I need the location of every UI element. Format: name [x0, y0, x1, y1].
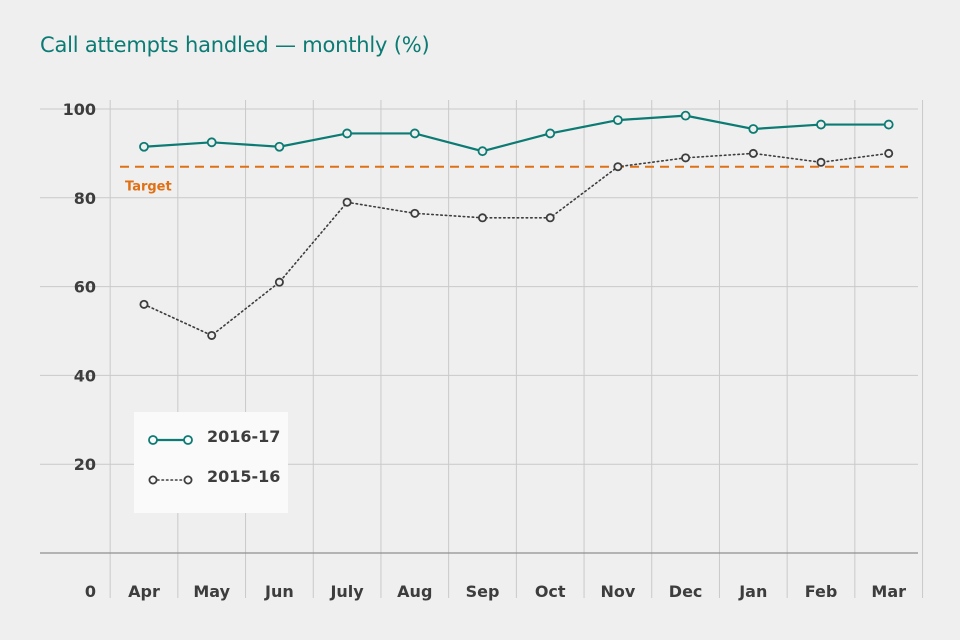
series-group	[139, 110, 894, 340]
data-point	[883, 119, 894, 130]
legend-label: 2016-17	[207, 427, 280, 446]
data-point	[342, 128, 353, 139]
data-point	[545, 213, 555, 223]
data-point	[477, 146, 488, 157]
data-point	[477, 213, 487, 223]
target-line-group: Target	[120, 165, 908, 195]
x-tick-label: Nov	[600, 582, 635, 601]
data-point	[816, 157, 826, 167]
legend-marker	[148, 435, 158, 445]
series-line	[142, 114, 890, 153]
grid	[40, 100, 924, 598]
x-tick-label: Mar	[871, 582, 906, 601]
data-point	[613, 162, 623, 172]
data-point	[613, 115, 623, 125]
x-tick-label: Dec	[669, 582, 703, 601]
data-point	[342, 197, 352, 207]
target-label: Target	[125, 180, 172, 195]
data-point	[139, 141, 149, 152]
legend: 2016-17 2015-16	[134, 412, 288, 513]
y-tick-label: 60	[74, 278, 96, 297]
x-tick-label: May	[193, 582, 230, 601]
legend-marker	[183, 435, 193, 445]
data-point	[139, 299, 149, 309]
data-point	[410, 208, 420, 218]
y-tick-label: 0	[85, 582, 96, 601]
data-point	[816, 119, 826, 130]
x-tick-label: Jun	[264, 582, 294, 601]
data-point	[206, 137, 217, 148]
x-tick-label: Feb	[805, 582, 838, 601]
data-point	[274, 277, 284, 287]
chart-title: Call attempts handled — monthly (%)	[40, 33, 430, 57]
axes: 0 20 40 60 80 100 Apr May Jun July Aug Sep Oct Nov Dec…	[63, 100, 907, 601]
data-point	[207, 330, 217, 340]
series-line	[143, 152, 890, 337]
legend-marker	[183, 475, 193, 485]
x-tick-label: Oct	[535, 582, 566, 601]
x-tick-label: Aug	[397, 582, 432, 601]
legend-label: 2015-16	[207, 467, 280, 486]
data-point	[748, 124, 759, 134]
data-point	[274, 141, 285, 152]
y-tick-label: 100	[63, 100, 96, 119]
legend-marker	[148, 475, 158, 485]
data-point	[884, 148, 894, 158]
y-tick-label: 80	[74, 189, 96, 208]
x-tick-label: July	[329, 582, 364, 601]
x-tick-label: Apr	[128, 582, 160, 601]
data-point	[680, 110, 691, 121]
data-point	[748, 148, 758, 158]
data-point	[545, 128, 556, 139]
legend-box	[134, 412, 288, 513]
data-point	[409, 128, 420, 139]
y-tick-label: 20	[74, 455, 96, 474]
x-tick-label: Jan	[738, 582, 767, 601]
data-point	[681, 153, 691, 163]
x-tick-label: Sep	[466, 582, 500, 601]
y-tick-label: 40	[74, 366, 96, 385]
